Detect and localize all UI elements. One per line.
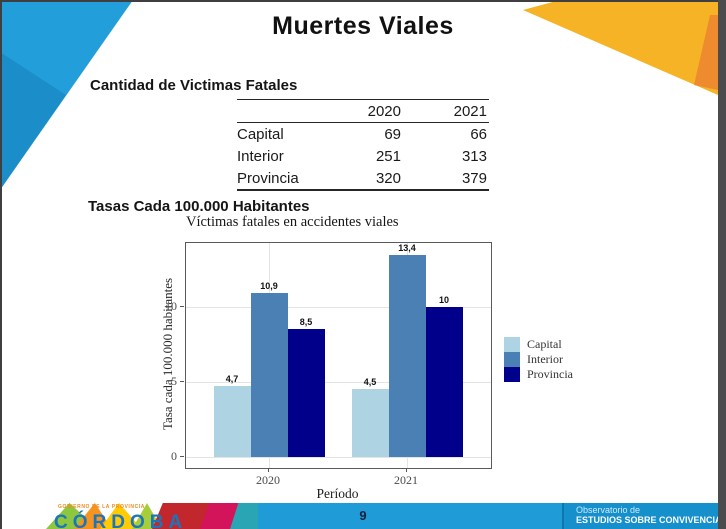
y-axis-label: Tasa cada 100.000 habitantes xyxy=(160,277,175,431)
legend-swatch xyxy=(504,352,520,367)
cordoba-government-logo: GOBIERNO DE LA PROVINCIA CÓRDOBA xyxy=(44,503,258,529)
legend-label: Interior xyxy=(527,352,563,366)
window-border-left xyxy=(0,0,2,529)
chart-panel: 4,7 4,5 10,9 13,4 8,5 10 xyxy=(185,242,492,469)
rates-heading: Tasas Cada 100.000 Habitantes xyxy=(88,198,310,215)
table-row: Provincia 320 379 xyxy=(237,167,489,189)
window-border-top xyxy=(0,0,726,2)
observatory-block: Observatorio de ESTUDIOS SOBRE CONVIVENC… xyxy=(562,503,718,529)
table-row: Capital 69 66 xyxy=(237,123,489,145)
bar-value-label: 4,5 xyxy=(363,377,377,388)
x-tick xyxy=(406,468,407,472)
gridline-y-5 xyxy=(186,381,491,383)
gridline-y-10 xyxy=(186,306,491,308)
bar-value-label: 13,4 xyxy=(398,243,416,254)
cell-value: 69 xyxy=(384,125,401,143)
observatory-line1: Observatorio de xyxy=(576,505,641,515)
bar-value-label: 10 xyxy=(438,294,449,305)
rates-bar-chart: Víctimas fatales en accidentes viales Ta… xyxy=(150,212,620,502)
x-tick xyxy=(268,468,269,472)
slide-title: Muertes Viales xyxy=(272,12,454,40)
cell-value: 251 xyxy=(375,147,401,165)
x-tick-label: 2020 xyxy=(256,473,280,487)
legend-item-interior: Interior xyxy=(504,352,573,367)
legend-swatch xyxy=(504,337,520,352)
legend-label: Capital xyxy=(527,337,562,351)
table-row: Interior 251 313 xyxy=(237,145,489,167)
observatory-line2: ESTUDIOS SOBRE CONVIVENCIA xyxy=(576,515,718,525)
chart-legend: Capital Interior Provincia xyxy=(504,337,573,382)
x-axis-label: Período xyxy=(316,486,359,501)
window-border-right xyxy=(718,0,726,529)
y-tick xyxy=(180,456,184,457)
cell-value: 66 xyxy=(470,125,487,143)
bar-provincia-2020 xyxy=(287,329,325,457)
victims-table-heading: Cantidad de Victimas Fatales xyxy=(90,77,298,94)
legend-item-provincia: Provincia xyxy=(504,367,573,382)
x-tick-label: 2021 xyxy=(394,473,418,487)
bar-value-label: 8,5 xyxy=(299,317,313,328)
bar-capital-2020 xyxy=(213,386,251,457)
y-tick xyxy=(180,380,184,382)
bar-value-label: 10,9 xyxy=(260,280,278,291)
y-tick-label: 0 xyxy=(171,449,177,463)
page-number: 9 xyxy=(359,508,367,523)
bar-value-label: 4,7 xyxy=(225,374,239,385)
logo-cordoba-text: CÓRDOBA xyxy=(54,512,188,529)
cell-value: 313 xyxy=(461,147,487,165)
cell-value: 379 xyxy=(461,169,487,187)
y-tick-label: 5 xyxy=(171,373,177,388)
y-tick-label: 10 xyxy=(165,298,177,313)
legend-label: Provincia xyxy=(527,367,573,381)
table-header-2020: 2020 xyxy=(367,102,401,120)
bar-provincia-2021 xyxy=(425,306,463,457)
table-header-row: 2020 2021 xyxy=(237,100,489,123)
gridline-y-0 xyxy=(186,457,491,458)
legend-item-capital: Capital xyxy=(504,337,573,352)
cell-value: 320 xyxy=(375,169,401,187)
y-tick xyxy=(180,305,184,307)
bar-interior-2021 xyxy=(388,255,426,457)
row-label: Capital xyxy=(237,125,284,143)
row-label: Provincia xyxy=(237,169,299,187)
logo-government-text: GOBIERNO DE LA PROVINCIA xyxy=(58,504,145,510)
row-label: Interior xyxy=(237,147,284,165)
fatalities-table: 2020 2021 Capital 69 66 Interior 251 313… xyxy=(237,99,489,191)
table-header-2021: 2021 xyxy=(453,102,487,120)
bar-capital-2021 xyxy=(351,389,389,457)
bar-interior-2020 xyxy=(250,292,288,457)
legend-swatch xyxy=(504,367,520,382)
chart-title: Víctimas fatales en accidentes viales xyxy=(186,214,399,230)
